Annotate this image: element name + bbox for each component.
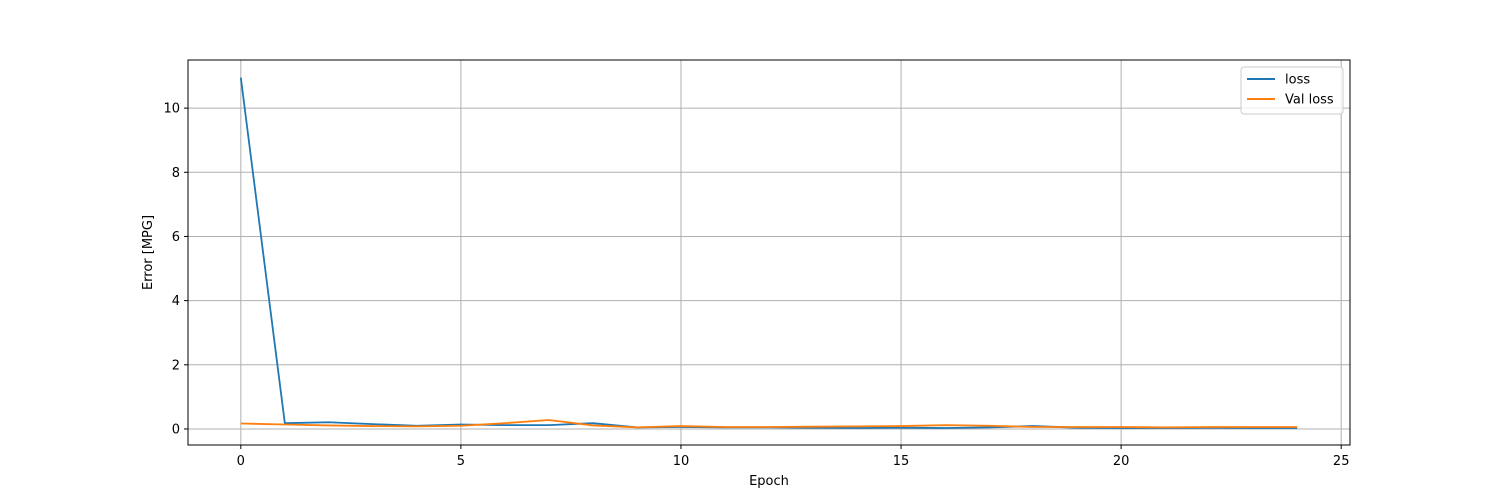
legend-label-val-loss: Val loss: [1285, 93, 1334, 108]
x-tick-label: 5: [457, 454, 465, 469]
x-tick-label: 20: [1113, 454, 1130, 469]
y-axis-label: Error [MPG]: [141, 215, 156, 290]
x-tick-label: 25: [1333, 454, 1350, 469]
plot-frame: [187, 59, 1351, 446]
y-tick-label: 10: [163, 102, 180, 117]
x-tick-label: 15: [893, 454, 910, 469]
series-line-val-loss: [240, 419, 1298, 429]
series-lines: [239, 77, 1298, 429]
legend-label-loss: loss: [1285, 73, 1310, 88]
y-tick-label: 2: [172, 358, 180, 373]
x-axis-label: Epoch: [749, 474, 789, 489]
y-tick-label: 0: [172, 422, 180, 437]
y-tick-label: 4: [172, 294, 180, 309]
legend: loss Val loss: [1240, 66, 1344, 115]
y-tick-label: 8: [172, 166, 180, 181]
axis-ticks: 0 5 10 15 20 25 0 2 4 6 8 10: [163, 102, 1349, 469]
y-tick-label: 6: [172, 230, 180, 245]
x-tick-label: 0: [237, 454, 245, 469]
grid-lines: [188, 60, 1350, 445]
series-line-loss: [239, 77, 1298, 429]
x-tick-label: 10: [673, 454, 690, 469]
